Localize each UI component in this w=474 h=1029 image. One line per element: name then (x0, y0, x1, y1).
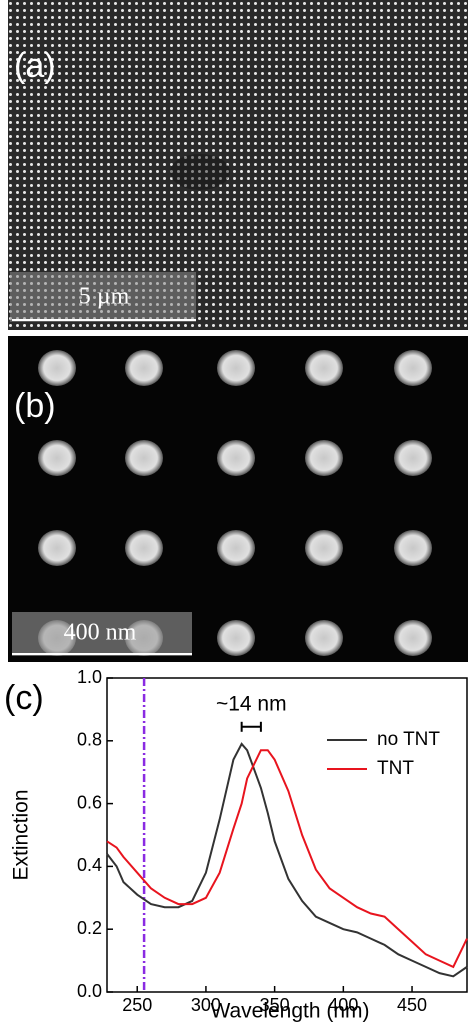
particle (217, 530, 255, 566)
series-line (106, 749, 468, 969)
x-tick-label: 400 (328, 995, 358, 1015)
sem-image (8, 336, 468, 662)
particle (125, 440, 163, 476)
particle (394, 620, 432, 656)
y-tick-label: 0.8 (77, 730, 102, 750)
y-tick-label: 0.0 (77, 981, 102, 1001)
panel-c: (c) Wavelength (nm) Extinction 0.0 0.2 0.4… (4, 667, 468, 1023)
panel-b: (b) (8, 336, 468, 662)
particle (394, 530, 432, 566)
shadow (170, 154, 230, 190)
x-tick-label: 450 (397, 995, 427, 1015)
particle (217, 440, 255, 476)
scale-bar-label: 400 nm (64, 620, 137, 646)
particle (217, 620, 255, 656)
particle (38, 530, 76, 566)
x-tick-label: 250 (122, 995, 152, 1015)
particle (394, 440, 432, 476)
x-axis-label: Wavelength (nm) (210, 1000, 369, 1023)
y-tick-label: 1.0 (77, 667, 102, 687)
panel-a: (a) 5 µm (8, 0, 468, 330)
particle (305, 350, 343, 386)
particle (38, 350, 76, 386)
scale-box (10, 272, 196, 322)
particle (125, 530, 163, 566)
panel-label: (c) (4, 679, 44, 717)
y-tick-label: 0.4 (77, 855, 102, 875)
particle (394, 350, 432, 386)
panel-b-scale: 400 nm (12, 612, 192, 656)
scale-box (12, 612, 192, 656)
x-tick-label: 300 (191, 995, 221, 1015)
legend-label: TNT (377, 758, 414, 779)
particle (217, 350, 255, 386)
y-tick-label: 0.6 (77, 792, 102, 812)
annotation-text: ~14 nm (216, 692, 287, 715)
legend-label: no TNT (377, 729, 440, 750)
series-line (106, 742, 468, 978)
scale-bar-label: 5 µm (79, 284, 130, 310)
x-tick-label: 350 (260, 995, 290, 1015)
panel-label: (b) (14, 387, 56, 425)
particle (305, 530, 343, 566)
particle (305, 440, 343, 476)
particle (305, 620, 343, 656)
particle (38, 440, 76, 476)
panel-label: (a) (14, 47, 56, 85)
y-tick-label: 0.2 (77, 918, 102, 938)
y-axis-label: Extinction (10, 789, 33, 880)
plot-frame (106, 677, 468, 993)
particle (125, 350, 163, 386)
